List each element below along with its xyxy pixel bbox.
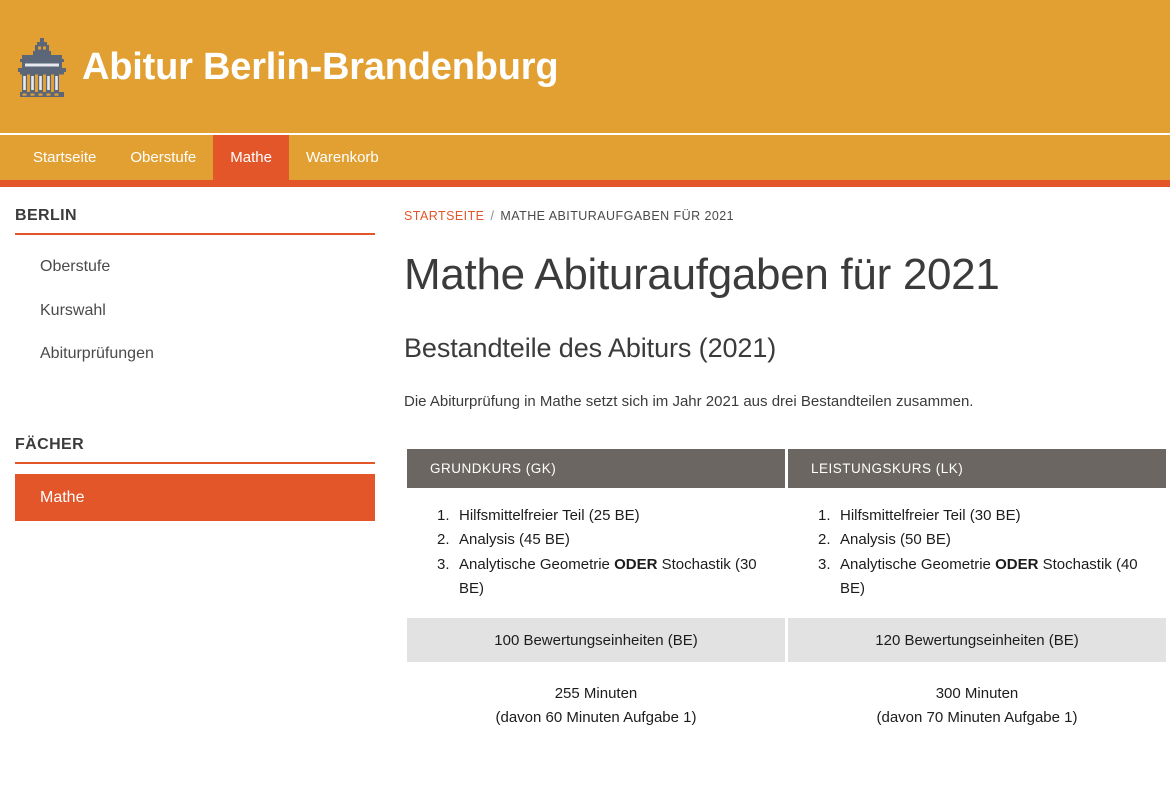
site-header: Abitur Berlin-Brandenburg [0, 0, 1170, 133]
sidebar-item-abiturpruefungen[interactable]: Abiturprüfungen [40, 345, 154, 363]
parts-list-item-number: 1. [818, 507, 831, 525]
parts-list-gk: 1. Hilfsmittelfreier Teil (25 BE) 2. Analys… [421, 504, 771, 601]
parts-list-item-number: 2. [437, 531, 450, 549]
section-title: Bestandteile des Abiturs (2021) [404, 332, 777, 363]
main-navigation: Startseite Oberstufe Mathe Warenkorb [0, 133, 1170, 187]
breadcrumb-separator: / [490, 209, 495, 223]
sidebar-item-oberstufe[interactable]: Oberstufe [40, 258, 111, 275]
parts-list-lk: 1. Hilfsmittelfreier Teil (30 BE) 2. Analys… [802, 504, 1152, 601]
parts-cell-gk: 1. Hilfsmittelfreier Teil (25 BE) 2. Analys… [407, 488, 785, 618]
main-content: STARTSEITE / MATHE ABITURAUFGABEN FÜR 20… [390, 187, 1170, 737]
parts-list-item: 3. Analytische Geometrie ODER Stochastik … [437, 553, 771, 602]
parts-list-item-number: 3. [818, 555, 831, 573]
parts-list-item: 3. Analytische Geometrie ODER Stochastik … [818, 553, 1152, 602]
table-row-totals: 100 Bewertungseinheiten (BE) 120 Bewertu… [407, 618, 1166, 663]
total-be-gk: 100 Bewertungseinheiten (BE) [407, 618, 785, 663]
brandenburg-gate-icon [18, 37, 66, 97]
sidebar-item-mathe[interactable]: Mathe [15, 473, 375, 522]
parts-list-item-number: 1. [437, 507, 450, 525]
sidebar: BERLIN Oberstufe Kurswahl Abiturprüfunge… [0, 187, 390, 522]
column-header-leistungskurs: LEISTUNGSKURS (LK) [788, 449, 1166, 489]
site-title: Abitur Berlin-Brandenburg [82, 45, 559, 88]
sidebar-item-kurswahl[interactable]: Kurswahl [40, 301, 106, 319]
time-note-lk: (davon 70 Minuten Aufgabe 1) [876, 709, 1078, 727]
time-cell-gk: 255 Minuten (davon 60 Minuten Aufgabe 1) [407, 662, 785, 737]
parts-list-item: 1. Hilfsmittelfreier Teil (30 BE) [818, 504, 1152, 528]
breadcrumb-home-link[interactable]: STARTSEITE [404, 209, 485, 223]
time-note-gk: (davon 60 Minuten Aufgabe 1) [495, 709, 697, 727]
table-row-parts: 1. Hilfsmittelfreier Teil (25 BE) 2. Analys… [407, 488, 1166, 618]
page-title: Mathe Abituraufgaben für 2021 [404, 250, 1000, 299]
parts-list-item-emphasis: ODER [614, 555, 658, 573]
nav-item-oberstufe[interactable]: Oberstufe [130, 149, 197, 166]
breadcrumb-current: MATHE ABITURAUFGABEN FÜR 2021 [500, 209, 735, 223]
nav-item-mathe[interactable]: Mathe [213, 135, 289, 180]
sidebar-heading-faecher: FÄCHER [15, 436, 375, 464]
total-be-lk: 120 Bewertungseinheiten (BE) [788, 618, 1166, 663]
parts-list-item-number: 2. [818, 531, 831, 549]
table-row-times: 255 Minuten (davon 60 Minuten Aufgabe 1)… [407, 662, 1166, 737]
intro-paragraph: Die Abiturprüfung in Mathe setzt sich im… [404, 392, 974, 410]
parts-list-item: 2. Analysis (50 BE) [818, 528, 1152, 552]
page-body: BERLIN Oberstufe Kurswahl Abiturprüfunge… [0, 187, 1170, 737]
nav-item-startseite[interactable]: Startseite [33, 149, 97, 166]
nav-item-warenkorb[interactable]: Warenkorb [305, 149, 379, 166]
table-header-row: GRUNDKURS (GK) LEISTUNGSKURS (LK) [407, 449, 1166, 489]
breadcrumb: STARTSEITE / MATHE ABITURAUFGABEN FÜR 20… [404, 209, 1170, 223]
time-main-lk: 300 Minuten [935, 685, 1019, 703]
parts-cell-lk: 1. Hilfsmittelfreier Teil (30 BE) 2. Analys… [788, 488, 1166, 618]
exam-components-table: GRUNDKURS (GK) LEISTUNGSKURS (LK) 1. Hilf… [404, 449, 1169, 737]
parts-list-item-emphasis: ODER [995, 555, 1039, 573]
parts-list-item: 1. Hilfsmittelfreier Teil (25 BE) [437, 504, 771, 528]
sidebar-heading-berlin: BERLIN [15, 207, 375, 235]
column-header-grundkurs: GRUNDKURS (GK) [407, 449, 785, 489]
parts-list-item: 2. Analysis (45 BE) [437, 528, 771, 552]
time-main-gk: 255 Minuten [554, 685, 638, 703]
parts-list-item-number: 3. [437, 555, 450, 573]
time-cell-lk: 300 Minuten (davon 70 Minuten Aufgabe 1) [788, 662, 1166, 737]
